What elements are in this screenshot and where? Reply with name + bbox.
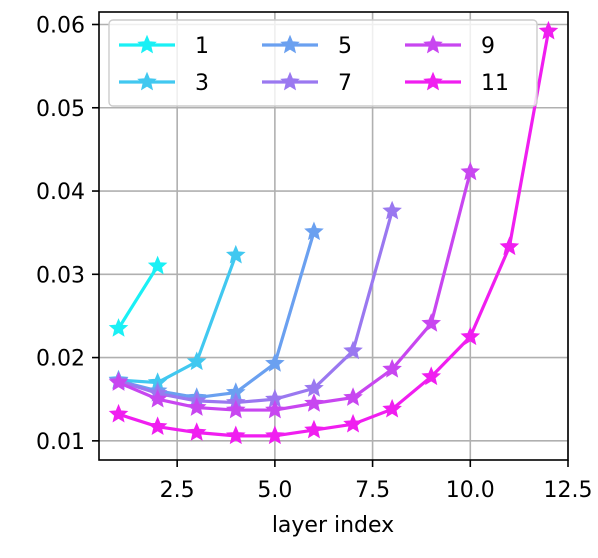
series-line — [116, 264, 160, 331]
data-point-star — [304, 419, 324, 439]
legend-star-icon — [137, 71, 157, 91]
data-point-star — [421, 366, 442, 386]
series-1 — [108, 255, 168, 337]
y-tick-label: 0.03 — [36, 263, 85, 288]
data-point-star — [343, 387, 363, 406]
y-tick-label: 0.04 — [36, 180, 85, 205]
data-point-star — [304, 393, 324, 412]
legend-label: 1 — [195, 34, 209, 59]
x-tick-label: 2.5 — [160, 478, 195, 503]
legend-item-11: 11 — [405, 71, 509, 96]
x-tick-label: 7.5 — [355, 478, 390, 503]
series-line — [116, 209, 394, 405]
legend-label: 3 — [195, 71, 209, 96]
legend-item-5: 5 — [262, 34, 352, 59]
series-11 — [108, 20, 559, 445]
legend: 1 3 5 7 9 11 — [108, 19, 538, 107]
data-point-star — [147, 255, 168, 275]
x-axis-title: layer index — [272, 513, 394, 538]
legend-label: 11 — [481, 71, 509, 96]
data-point-star — [225, 399, 246, 419]
data-point-star — [186, 422, 207, 441]
legend-star-icon — [137, 34, 157, 54]
x-tick-label: 5.0 — [257, 478, 292, 503]
data-point-star — [225, 425, 246, 445]
data-point-star — [343, 340, 363, 360]
legend-star-icon — [423, 71, 443, 91]
data-point-star — [499, 236, 520, 256]
legend-item-9: 9 — [405, 34, 495, 59]
y-tick-label: 0.06 — [36, 13, 85, 38]
legend-item-3: 3 — [119, 71, 209, 96]
data-point-star — [304, 378, 324, 397]
data-point-star — [147, 388, 168, 408]
data-point-star — [382, 398, 402, 418]
data-point-star — [421, 313, 442, 332]
data-point-star — [265, 353, 285, 372]
y-tick-label: 0.01 — [36, 430, 85, 455]
data-point-star — [304, 221, 324, 241]
y-tick-label: 0.02 — [36, 347, 85, 372]
data-point-star — [225, 244, 246, 264]
series-line — [116, 170, 472, 412]
legend-label: 9 — [481, 34, 495, 59]
series-9 — [108, 161, 481, 419]
data-point-star — [108, 318, 129, 337]
ticks: 2.5 5.0 7.5 10.0 12.5 0.01 0.02 0.03 0.04 0.05 0.0… — [36, 13, 592, 503]
x-tick-label: 10.0 — [446, 478, 495, 503]
data-point-star — [186, 351, 207, 371]
legend-item-7: 7 — [262, 71, 352, 96]
data-point-star — [460, 326, 481, 346]
legend-box — [108, 19, 538, 107]
legend-star-icon — [280, 71, 300, 91]
legend-item-1: 1 — [119, 34, 209, 59]
data-point-star — [147, 416, 168, 436]
data-point-star — [186, 397, 207, 416]
legend-star-icon — [280, 34, 300, 54]
legend-label: 7 — [338, 71, 352, 96]
plot-frame — [98, 11, 569, 461]
series-line — [116, 253, 238, 385]
data-point-star — [108, 372, 129, 391]
data-point-star — [460, 161, 481, 181]
series-layer — [108, 20, 559, 445]
legend-star-icon — [423, 34, 443, 54]
data-point-star — [265, 425, 285, 445]
data-point-star — [382, 358, 402, 378]
y-tick-label: 0.05 — [36, 97, 85, 122]
data-point-star — [382, 200, 402, 220]
data-point-star — [343, 413, 363, 433]
data-point-star — [265, 399, 285, 419]
data-point-star — [108, 403, 129, 423]
x-tick-label: 12.5 — [544, 478, 593, 503]
data-point-star — [538, 20, 559, 40]
legend-label: 5 — [338, 34, 352, 59]
